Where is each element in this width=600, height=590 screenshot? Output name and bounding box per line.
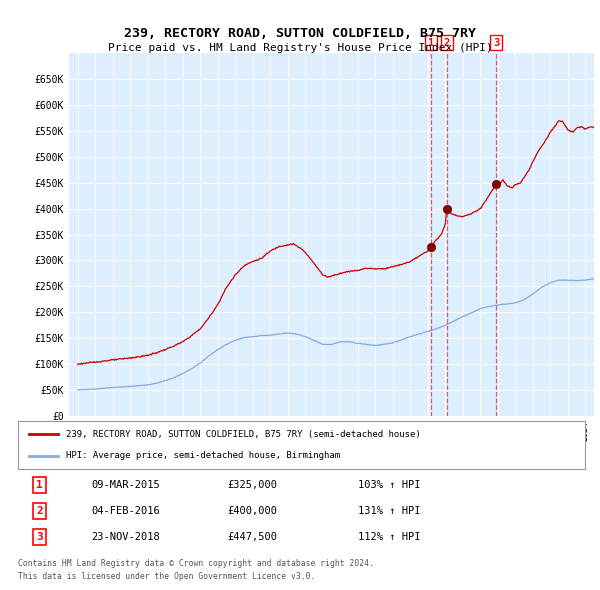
Text: 2: 2	[36, 506, 43, 516]
Text: 112% ↑ HPI: 112% ↑ HPI	[358, 532, 421, 542]
Text: 1: 1	[36, 480, 43, 490]
Text: 09-MAR-2015: 09-MAR-2015	[92, 480, 160, 490]
Text: This data is licensed under the Open Government Licence v3.0.: This data is licensed under the Open Gov…	[18, 572, 316, 581]
Text: 04-FEB-2016: 04-FEB-2016	[92, 506, 160, 516]
Text: 23-NOV-2018: 23-NOV-2018	[92, 532, 160, 542]
Text: 3: 3	[36, 532, 43, 542]
Text: 103% ↑ HPI: 103% ↑ HPI	[358, 480, 421, 490]
Text: £325,000: £325,000	[228, 480, 278, 490]
Text: 239, RECTORY ROAD, SUTTON COLDFIELD, B75 7RY: 239, RECTORY ROAD, SUTTON COLDFIELD, B75…	[124, 27, 476, 40]
Text: Contains HM Land Registry data © Crown copyright and database right 2024.: Contains HM Land Registry data © Crown c…	[18, 559, 374, 568]
Text: HPI: Average price, semi-detached house, Birmingham: HPI: Average price, semi-detached house,…	[66, 451, 340, 460]
Text: £447,500: £447,500	[228, 532, 278, 542]
Text: 3: 3	[493, 38, 499, 48]
Text: 1: 1	[428, 38, 434, 48]
Text: £400,000: £400,000	[228, 506, 278, 516]
Text: Price paid vs. HM Land Registry's House Price Index (HPI): Price paid vs. HM Land Registry's House …	[107, 43, 493, 53]
Text: 2: 2	[443, 38, 450, 48]
Text: 131% ↑ HPI: 131% ↑ HPI	[358, 506, 421, 516]
Text: 239, RECTORY ROAD, SUTTON COLDFIELD, B75 7RY (semi-detached house): 239, RECTORY ROAD, SUTTON COLDFIELD, B75…	[66, 430, 421, 439]
